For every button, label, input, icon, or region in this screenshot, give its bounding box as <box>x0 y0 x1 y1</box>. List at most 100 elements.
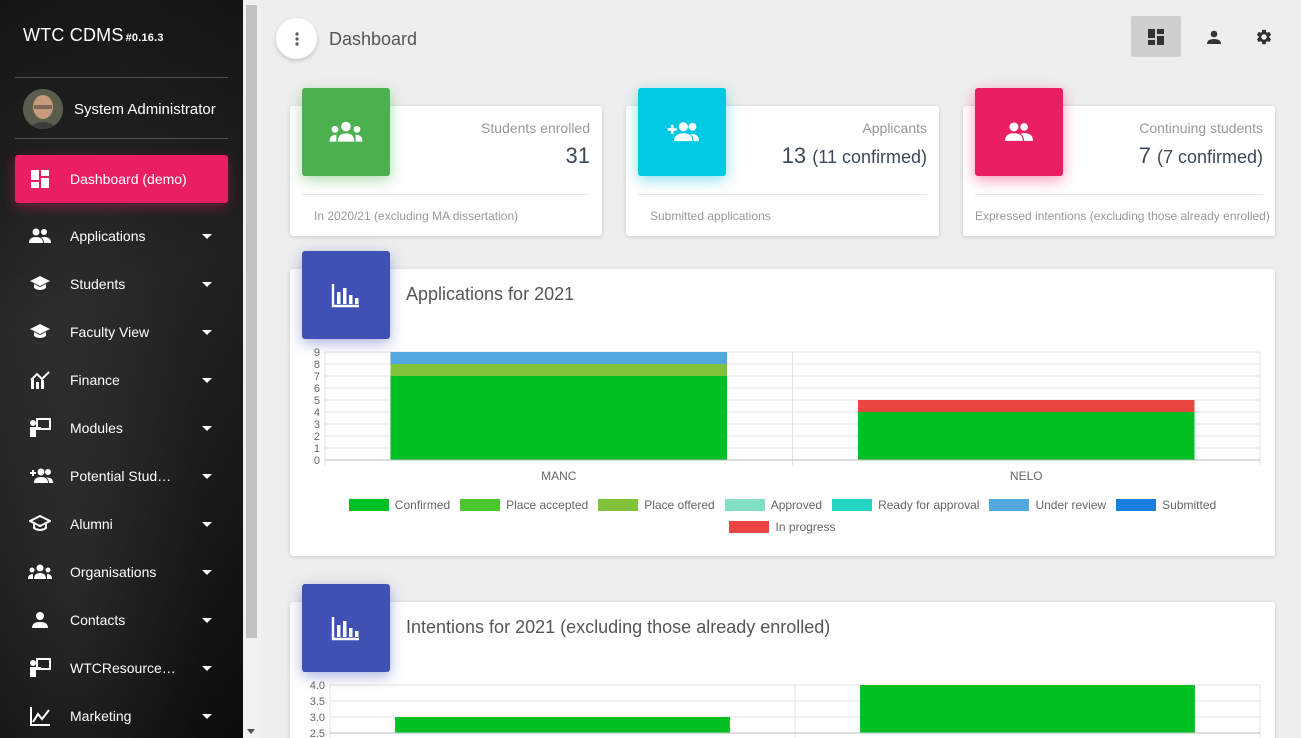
legend-item[interactable]: Place offered <box>598 494 715 516</box>
chart-legend: Confirmed Place accepted Place offered Appr… <box>290 494 1275 538</box>
sidebar-item-label: WTCResource… <box>70 660 176 676</box>
chevron-down-icon <box>202 234 212 239</box>
sidebar-item-label: Students <box>70 276 126 292</box>
chevron-down-icon <box>202 330 212 335</box>
y-tick-label: 3.0 <box>310 712 325 724</box>
legend-label: In progress <box>775 520 836 534</box>
sidebar-toggle-button[interactable] <box>276 18 317 59</box>
sidebar-item-faculty-view[interactable]: Faculty View <box>15 308 228 356</box>
legend-label: Submitted <box>1162 498 1217 512</box>
bar-segment <box>857 412 1195 460</box>
legend-swatch <box>832 499 873 511</box>
groups-icon <box>27 560 53 584</box>
legend-item[interactable]: Place accepted <box>460 494 588 516</box>
settings-button[interactable] <box>1239 16 1289 57</box>
school-icon <box>27 320 53 344</box>
scrollbar-thumb[interactable] <box>246 5 257 638</box>
trend-chart-icon <box>27 704 53 728</box>
legend-swatch <box>729 521 770 533</box>
x-tick-label: NELO <box>1010 469 1043 483</box>
chevron-down-icon <box>202 714 212 719</box>
graduation-cap-icon <box>27 512 53 536</box>
stat-label: Students enrolled <box>481 120 590 136</box>
sidebar-item-wtc-resources[interactable]: WTCResource… <box>15 644 228 692</box>
stat-label: Applicants <box>862 120 927 136</box>
chart-icon-box <box>302 584 390 672</box>
stat-footer: In 2020/21 (excluding MA dissertation) <box>314 209 519 223</box>
y-tick-label: 4 <box>314 407 320 419</box>
y-tick-label: 9 <box>314 347 320 359</box>
chevron-down-icon <box>202 282 212 287</box>
legend-swatch <box>1116 499 1157 511</box>
avatar <box>23 89 63 129</box>
sidebar-item-marketing[interactable]: Marketing <box>15 692 228 738</box>
sidebar-item-finance[interactable]: Finance <box>15 356 228 404</box>
people-icon <box>1005 122 1033 141</box>
page-title: Dashboard <box>329 29 418 49</box>
chevron-down-icon <box>202 522 212 527</box>
bar-segment <box>390 352 728 364</box>
bar-segment <box>860 685 1195 733</box>
sidebar-divider <box>15 77 228 78</box>
legend-label: Place offered <box>644 498 715 512</box>
sidebar-item-contacts[interactable]: Contacts <box>15 596 228 644</box>
sidebar-item-label: Organisations <box>70 564 157 580</box>
legend-swatch <box>598 499 639 511</box>
legend-item[interactable]: Under review <box>989 494 1106 516</box>
profile-button[interactable] <box>1189 16 1239 57</box>
user-profile[interactable]: System Administrator <box>23 89 216 129</box>
legend-swatch <box>724 499 765 511</box>
stat-footer: Expressed intentions (excluding those al… <box>975 209 1270 223</box>
legend-item[interactable]: Ready for approval <box>832 494 979 516</box>
gear-icon <box>1256 29 1272 44</box>
chart-title: Applications for 2021 <box>406 284 575 304</box>
sidebar-item-label: Applications <box>70 228 146 244</box>
sidebar-item-label: Modules <box>70 420 123 436</box>
sidebar-item-label: Marketing <box>70 708 132 724</box>
group-add-icon <box>27 464 53 488</box>
sidebar-item-organisations[interactable]: Organisations <box>15 548 228 596</box>
more-vert-icon <box>294 31 299 46</box>
sidebar-item-potential-students[interactable]: Potential Stud… <box>15 452 228 500</box>
sidebar-item-modules[interactable]: Modules <box>15 404 228 452</box>
sidebar-item-dashboard[interactable]: Dashboard (demo) <box>15 155 228 203</box>
students-enrolled-icon-box <box>302 88 390 176</box>
applicants-icon-box <box>638 88 726 176</box>
chevron-down-icon <box>202 378 212 383</box>
legend-item[interactable]: In progress <box>729 516 836 538</box>
y-tick-label: 6 <box>314 383 320 395</box>
y-tick-label: 2.5 <box>310 728 325 738</box>
legend-label: Approved <box>770 498 823 512</box>
sidebar-item-students[interactable]: Students <box>15 260 228 308</box>
groups-icon <box>329 121 363 142</box>
teacher-board-icon <box>27 416 53 440</box>
bar-segment <box>390 364 728 376</box>
scrollbar[interactable] <box>243 0 260 738</box>
scroll-down-arrow[interactable] <box>247 729 255 734</box>
intentions-chart-card: Intentions for 2021 (excluding those alr… <box>290 602 1275 738</box>
group-add-icon <box>667 122 699 142</box>
y-tick-label: 1 <box>314 443 320 455</box>
continuing-students-icon-box <box>975 88 1063 176</box>
stat-value: 31 <box>565 143 590 168</box>
legend-label: Ready for approval <box>878 498 980 512</box>
stat-value: 13 (11 confirmed) <box>781 143 927 168</box>
sidebar-item-label: Finance <box>70 372 120 388</box>
applications-chart-card: Applications for 2021 0 1 2 3 4 5 6 7 8 9 MANC NELO… <box>290 269 1275 556</box>
legend-item[interactable]: Submitted <box>1116 494 1216 516</box>
sidebar-item-alumni[interactable]: Alumni <box>15 500 228 548</box>
legend-item[interactable]: Confirmed <box>348 494 450 516</box>
bar-segment <box>390 376 728 460</box>
y-tick-label: 8 <box>314 359 320 371</box>
chevron-down-icon <box>202 666 212 671</box>
dashboard-button[interactable] <box>1131 16 1181 57</box>
legend-item[interactable]: Approved <box>724 494 823 516</box>
app-brand[interactable]: WTC CDMS #0.16.3 <box>23 25 164 46</box>
y-tick-label: 0 <box>314 455 320 467</box>
teacher-board-icon <box>27 656 53 680</box>
person-icon <box>1207 30 1221 44</box>
legend-swatch <box>348 499 389 511</box>
legend-label: Place accepted <box>506 498 589 512</box>
sidebar-item-applications[interactable]: Applications <box>15 212 228 260</box>
